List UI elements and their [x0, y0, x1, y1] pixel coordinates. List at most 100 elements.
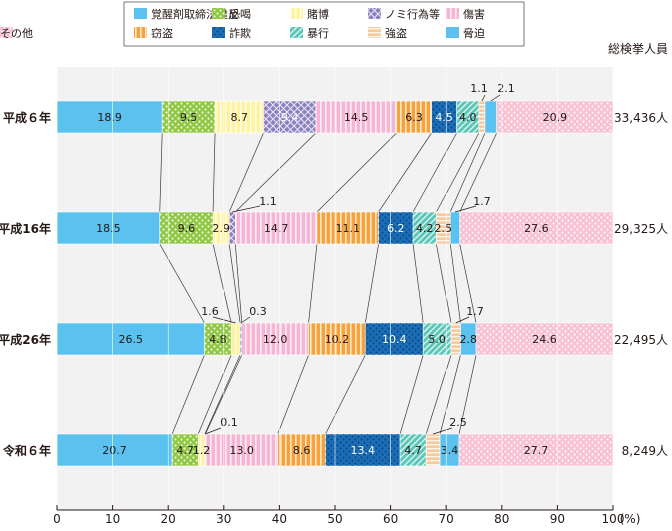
connector-line: [399, 354, 424, 435]
bar-segment-pattern: [241, 323, 309, 355]
outside-data-label: 1.1: [470, 82, 488, 95]
outside-data-label: 1.7: [466, 305, 484, 318]
connector-line: [159, 132, 163, 213]
bar-segment: [56, 211, 161, 245]
legend-swatch-pattern: [212, 8, 225, 19]
data-label: 6.2: [387, 222, 405, 235]
legend-swatch: [446, 27, 459, 38]
bar-segment-pattern: [315, 101, 397, 133]
data-label: 18.5: [96, 222, 121, 235]
bar-segment-pattern: [431, 101, 457, 133]
data-label: 10.2: [325, 333, 350, 346]
legend-swatch-pattern: [446, 8, 459, 19]
row-label: 平成６年: [3, 110, 51, 125]
bar-segment-pattern: [240, 323, 242, 355]
legend-label: 傷害: [463, 7, 485, 21]
legend-label: その他: [0, 27, 33, 40]
label-leader-line: [490, 94, 501, 102]
label-leader-line: [212, 316, 236, 324]
label-leader-line: [455, 316, 470, 324]
data-label: 9.6: [178, 222, 196, 235]
x-tick-label: 10: [105, 512, 120, 526]
data-label: 13.0: [229, 444, 254, 457]
bar-segment: [56, 433, 173, 467]
x-tick-label: 20: [161, 512, 176, 526]
legend-label: 賭博: [307, 7, 329, 21]
connector-line: [171, 354, 205, 435]
legend-label: 強盗: [385, 27, 407, 40]
data-label: 20.7: [102, 444, 127, 457]
legend-label: ノミ行為等: [385, 7, 440, 21]
connector-line: [378, 132, 432, 213]
data-label: 4.7: [404, 444, 422, 457]
connector-line: [204, 354, 241, 435]
row-total: 22,495人: [614, 333, 668, 347]
bar-segment: [56, 100, 163, 134]
bar-segment-pattern: [229, 212, 236, 244]
label-leader-line: [232, 205, 261, 213]
connector-line: [235, 132, 317, 213]
bar-segment-pattern: [478, 101, 485, 133]
x-tick-label: 40: [272, 512, 287, 526]
bar-segment-pattern: [316, 212, 379, 244]
bar-segment-pattern: [325, 434, 401, 466]
data-label: 27.7: [524, 444, 549, 457]
data-label: 13.4: [351, 444, 376, 457]
row-total: 33,436人: [614, 111, 668, 125]
data-label: 1.2: [193, 444, 211, 457]
outside-data-label: 1.7: [473, 195, 491, 208]
data-label: 8.6: [293, 444, 311, 457]
x-tick-label: 50: [327, 512, 342, 526]
connector-line: [458, 354, 477, 435]
x-axis-unit: (%): [620, 512, 641, 526]
data-label: 10.4: [382, 333, 407, 346]
outside-data-label: 1.6: [201, 305, 219, 318]
connector-line: [436, 243, 452, 324]
outside-data-label: 2.5: [449, 416, 467, 429]
bar-segment-pattern: [400, 434, 427, 466]
connector-line: [197, 354, 232, 435]
bar-segment-pattern: [426, 434, 441, 466]
data-label: 4.2: [416, 222, 434, 235]
connector-line: [436, 132, 480, 213]
legend-swatch-pattern: [212, 27, 225, 38]
total-header: 総検挙人員: [608, 42, 668, 56]
outside-data-label: 0.3: [249, 305, 267, 318]
bar-segment-pattern: [378, 212, 414, 244]
row-label: 令和６年: [2, 443, 51, 458]
connector-line: [308, 243, 318, 324]
data-label: 4.7: [176, 444, 194, 457]
bar-segment-pattern: [456, 101, 479, 133]
connector-line: [212, 243, 232, 324]
bar-segment-pattern: [413, 212, 437, 244]
legend-swatch-pattern: [290, 8, 303, 19]
data-label: 9.5: [180, 111, 198, 124]
legend-label: 脅迫: [463, 26, 485, 40]
row-totals: 33,436人 29,325人 22,495人 8,249人: [614, 111, 668, 458]
bar-segment-pattern: [496, 101, 613, 133]
data-label: 3.4: [441, 444, 459, 457]
bar-segment-pattern: [162, 101, 216, 133]
connector-line: [459, 132, 497, 213]
data-label: 20.9: [543, 111, 568, 124]
x-tick-label: 100: [602, 512, 625, 526]
data-label: 24.6: [532, 333, 557, 346]
bar-segment-pattern: [213, 212, 230, 244]
data-label: 18.9: [97, 111, 122, 124]
x-tick-label: 0: [53, 512, 61, 526]
data-label: 5.0: [428, 333, 446, 346]
data-label: 12.0: [263, 333, 288, 346]
bar-segment: [56, 322, 205, 356]
bar-segment-pattern: [451, 323, 461, 355]
x-tick-label: 90: [550, 512, 565, 526]
data-label: 2.5: [435, 222, 453, 235]
x-tick-label: 60: [383, 512, 398, 526]
x-tick-label: 80: [494, 512, 509, 526]
data-label: 14.5: [344, 111, 369, 124]
connector-line: [425, 354, 452, 435]
bar-segment-pattern: [277, 434, 326, 466]
data-label: 4.8: [209, 333, 227, 346]
data-label: 8.7: [231, 111, 249, 124]
